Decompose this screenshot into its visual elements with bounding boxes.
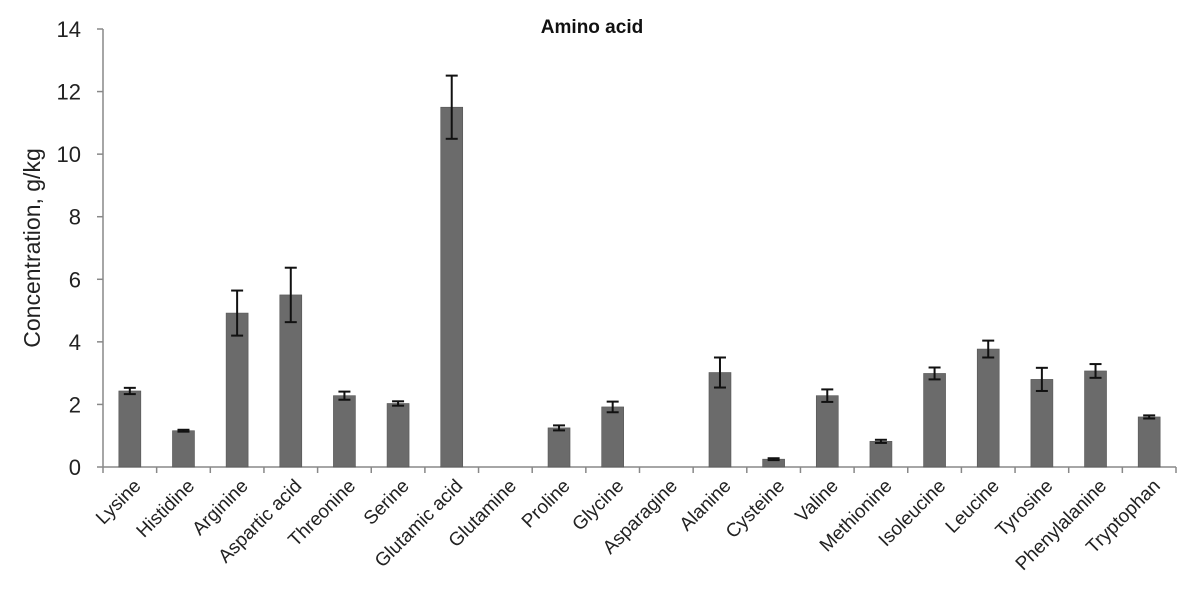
y-axis-ticks: 0 2 4 6 8 10 12 14 <box>57 17 103 480</box>
y-axis-title: Concentration, g/kg <box>19 148 45 347</box>
error-bar <box>928 366 941 381</box>
x-tick-label: Lysine <box>92 476 145 529</box>
bar-phenylalanine <box>1084 370 1107 468</box>
bar-leucine <box>976 348 1000 468</box>
y-tick-label: 8 <box>69 205 81 230</box>
y-tick-label: 4 <box>69 330 81 355</box>
error-bar <box>123 386 136 396</box>
bar-lysine <box>118 390 142 468</box>
error-bar <box>284 266 297 324</box>
bar-threonine <box>333 395 356 468</box>
x-tick-label: Cysteine <box>722 476 789 543</box>
y-tick-label: 14 <box>57 17 81 42</box>
chart-title: Amino acid <box>541 17 643 38</box>
y-tick-label: 0 <box>69 455 81 480</box>
error-bar <box>1035 366 1048 392</box>
error-bar <box>767 457 780 462</box>
bars-group <box>118 106 1161 468</box>
y-tick-label: 6 <box>69 267 81 292</box>
error-bar <box>606 400 619 414</box>
x-axis-ticks <box>102 467 1177 473</box>
error-bar <box>1089 363 1102 379</box>
y-tick-label: 2 <box>69 392 81 417</box>
error-bar <box>821 388 834 403</box>
error-bars-group <box>123 74 1156 462</box>
bar-valine <box>815 395 839 468</box>
y-tick-label: 10 <box>57 142 81 167</box>
error-bar <box>177 428 190 433</box>
error-bar <box>231 289 244 337</box>
bar-serine <box>386 403 410 468</box>
x-tick-label: Valine <box>792 476 843 527</box>
error-bar <box>713 356 726 389</box>
x-tick-label: Histidine <box>133 476 199 542</box>
bar-histidine <box>172 430 195 468</box>
bar-tryptophan <box>1137 416 1161 468</box>
bar-tyrosine <box>1030 379 1054 468</box>
y-tick-label: 12 <box>57 80 81 105</box>
bar-isoleucine <box>923 373 946 468</box>
error-bar <box>392 400 405 407</box>
error-bar <box>982 339 995 359</box>
bar-proline <box>547 427 571 468</box>
error-bar <box>553 424 566 432</box>
error-bar <box>445 74 458 140</box>
error-bar <box>1143 414 1156 420</box>
error-bar <box>874 438 887 444</box>
bar-glutamic-acid <box>440 106 464 468</box>
x-tick-label: Proline <box>518 476 575 533</box>
error-bar <box>338 390 351 401</box>
bar-methionine <box>869 441 893 468</box>
bar-glycine <box>601 406 624 468</box>
